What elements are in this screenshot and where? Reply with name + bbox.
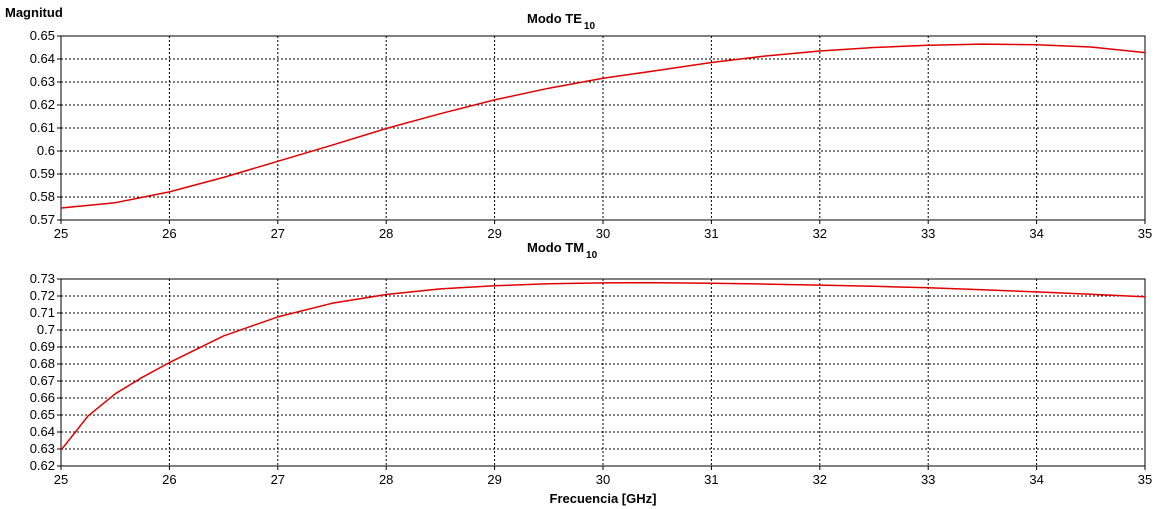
chart-1-x-tick-label: 29 [487,226,501,241]
chart-1-x-tick-label: 33 [921,226,935,241]
chart-2-series-line-1 [60,281,1146,451]
chart-1-x-tick-label: 30 [596,226,610,241]
chart-2-x-tick-label: 29 [487,472,501,487]
y-axis-label: Magnitud [5,5,63,20]
chart-2-y-tick-label: 0.64 [30,424,55,439]
chart-1-x-tick-label: 26 [162,226,176,241]
chart-1-x-tick-label: 34 [1029,226,1043,241]
chart-2-y-tick-label: 0.69 [30,339,55,354]
chart-2-x-tick-label: 34 [1029,472,1043,487]
chart-2-title-subscript: 10 [586,250,598,261]
chart-2-x-axis-label: Frecuencia [GHz] [550,491,657,506]
chart-2-y-tick-label: 0.73 [30,271,55,286]
chart-1-x-tick-label: 28 [379,226,393,241]
chart-2-title: Modo TM10 [527,240,598,261]
chart-2-y-tick-label: 0.63 [30,441,55,456]
chart-2-y-tick-label: 0.68 [30,356,55,371]
chart-1-title-subscript: 10 [584,21,596,32]
chart-1-y-tick-label: 0.65 [30,28,55,43]
chart-2-y-tick-label: 0.67 [30,373,55,388]
chart-1-y-tick-label: 0.59 [30,166,55,181]
chart-2-x-tick-label: 32 [813,472,827,487]
chart-1-y-tick-label: 0.61 [30,120,55,135]
chart-2-x-tick-label: 30 [596,472,610,487]
chart-1-y-tick-label: 0.6 [37,143,55,158]
chart-1-y-tick-label: 0.57 [30,212,55,227]
chart-1-x-tick-label: 35 [1138,226,1152,241]
chart-1-title: Modo TE10 [527,11,595,32]
chart-2-x-tick-label: 25 [54,472,68,487]
chart-1-y-tick-label: 0.63 [30,74,55,89]
chart-1-x-tick-label: 25 [54,226,68,241]
chart-2-y-tick-label: 0.7 [37,322,55,337]
chart-1-y-tick-label: 0.62 [30,97,55,112]
chart-2-x-tick-label: 35 [1138,472,1152,487]
chart-2-y-tick-label: 0.66 [30,390,55,405]
chart-1-x-tick-label: 32 [813,226,827,241]
chart-1-y-tick-label: 0.64 [30,51,55,66]
chart-2-x-tick-label: 27 [271,472,285,487]
chart-1-x-tick-label: 27 [271,226,285,241]
chart-2-x-tick-label: 28 [379,472,393,487]
chart-2-y-tick-label: 0.72 [30,288,55,303]
chart-2-x-tick-label: 26 [162,472,176,487]
chart-1-series-line-1 [60,43,1146,209]
chart-2-x-tick-label: 33 [921,472,935,487]
chart-1-x-tick-label: 31 [704,226,718,241]
chart-2-y-tick-label: 0.71 [30,305,55,320]
chart-2-y-tick-label: 0.62 [30,458,55,473]
chart-2-x-tick-label: 31 [704,472,718,487]
chart-1-y-tick-label: 0.58 [30,189,55,204]
chart-2-y-tick-label: 0.65 [30,407,55,422]
